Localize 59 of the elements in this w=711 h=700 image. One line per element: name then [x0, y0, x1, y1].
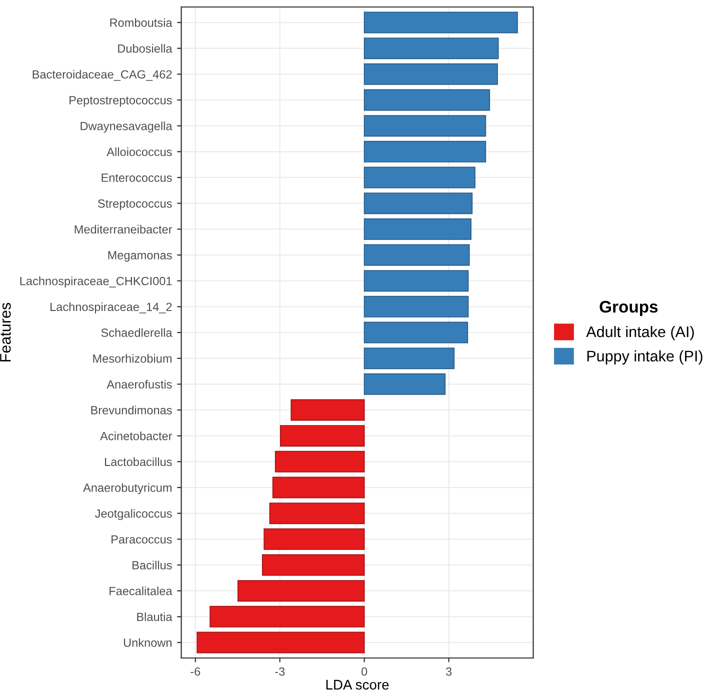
y-tick-label: Alloiococcus — [106, 147, 172, 156]
bar — [364, 115, 486, 137]
bar — [364, 63, 498, 85]
bar — [272, 476, 365, 498]
bar — [364, 322, 468, 344]
y-tick-label: Enterococcus — [102, 174, 172, 182]
bar — [290, 399, 365, 421]
y-tick-label: Brevundimonas — [91, 406, 172, 414]
bar — [364, 140, 486, 162]
bar — [364, 348, 455, 370]
y-tick-label: Schaedlerella — [101, 328, 172, 337]
x-tick-label: 3 — [446, 667, 452, 676]
bar — [264, 528, 365, 550]
bar — [262, 554, 365, 576]
bar — [210, 606, 365, 628]
bar — [274, 450, 365, 472]
bar — [364, 192, 473, 214]
bar — [364, 166, 476, 188]
y-tick-label: Bacillus — [132, 560, 172, 570]
y-tick-label: Lachnospiraceae_CHKCI001 — [20, 276, 172, 288]
y-tick-label: Anaerofustis — [106, 380, 172, 389]
bar — [364, 218, 472, 240]
bar — [364, 270, 469, 292]
y-tick-label: Romboutsia — [110, 18, 172, 27]
y-tick-label: Blautia — [137, 612, 172, 622]
bar — [196, 632, 365, 654]
y-tick-label: Acinetobacter — [100, 432, 172, 440]
bar — [364, 38, 499, 60]
x-tick-label: -6 — [190, 667, 200, 676]
y-tick-label: Megamonas — [108, 251, 172, 262]
y-tick-label: Anaerobutyricum — [83, 483, 172, 494]
y-tick-label: Faecalitalea — [110, 586, 172, 596]
y-tick-label: Jeotgalicoccus — [95, 509, 172, 520]
y-tick-label: Mesorhizobium — [93, 354, 172, 363]
bar — [237, 580, 365, 602]
y-tick-label: Lactobacillus — [105, 457, 172, 466]
y-tick-label: Dwaynesavagella — [80, 122, 172, 133]
bar — [269, 502, 365, 524]
bar — [280, 425, 365, 447]
x-axis-title: LDA score — [326, 680, 389, 690]
y-tick-label: Unknown — [124, 638, 172, 647]
bar — [364, 373, 446, 395]
y-tick-label: Streptococcus — [98, 199, 172, 210]
y-tick-label: Peptostreptococcus — [70, 96, 172, 107]
y-tick-label: Mediterraneibacter — [74, 224, 172, 234]
y-tick-label: Lachnospiraceae_14_2 — [50, 302, 172, 314]
x-tick-label: -3 — [275, 667, 285, 676]
y-tick-label: Dubosiella — [118, 44, 172, 53]
y-axis-title: Features — [0, 302, 11, 362]
legend-label: Puppy intake (PI) — [587, 350, 702, 365]
bar — [364, 244, 470, 266]
y-tick-label: Bacteroidaceae_CAG_462 — [32, 70, 172, 81]
y-tick-label: Paracoccus — [112, 535, 172, 544]
bar — [364, 89, 490, 111]
bar — [364, 296, 469, 318]
bar — [364, 12, 518, 34]
legend-label: Adult intake (AI) — [586, 326, 694, 340]
legend-title: Groups — [600, 300, 658, 316]
x-tick-label: 0 — [361, 667, 368, 676]
